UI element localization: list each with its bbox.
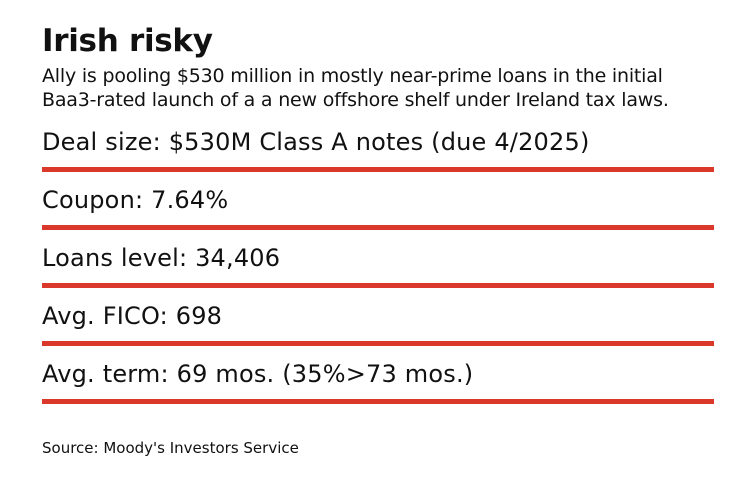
divider-bar (42, 283, 714, 288)
fact-text: Loans level: 34,406 (42, 244, 281, 272)
infographic-card: Irish risky Ally is pooling $530 million… (42, 22, 714, 410)
fact-text: Avg. FICO: 698 (42, 302, 223, 330)
fact-text: Coupon: 7.64% (42, 186, 229, 214)
fact-row-avg-term: Avg. term: 69 mos. (35%>73 mos.) (42, 352, 714, 410)
divider-bar (42, 225, 714, 230)
fact-row-loans-level: Loans level: 34,406 (42, 236, 714, 294)
divider-bar (42, 167, 714, 172)
divider-bar (42, 399, 714, 404)
fact-row-coupon: Coupon: 7.64% (42, 178, 714, 236)
fact-text: Deal size: $530M Class A notes (due 4/20… (42, 128, 590, 156)
fact-row-avg-fico: Avg. FICO: 698 (42, 294, 714, 352)
fact-row-deal-size: Deal size: $530M Class A notes (due 4/20… (42, 120, 714, 178)
source-note: Source: Moody's Investors Service (42, 439, 299, 457)
facts-list: Deal size: $530M Class A notes (due 4/20… (42, 120, 714, 410)
divider-bar (42, 341, 714, 346)
fact-text: Avg. term: 69 mos. (35%>73 mos.) (42, 360, 474, 388)
page-title: Irish risky (42, 23, 213, 59)
subtitle: Ally is pooling $530 million in mostly n… (42, 65, 669, 111)
